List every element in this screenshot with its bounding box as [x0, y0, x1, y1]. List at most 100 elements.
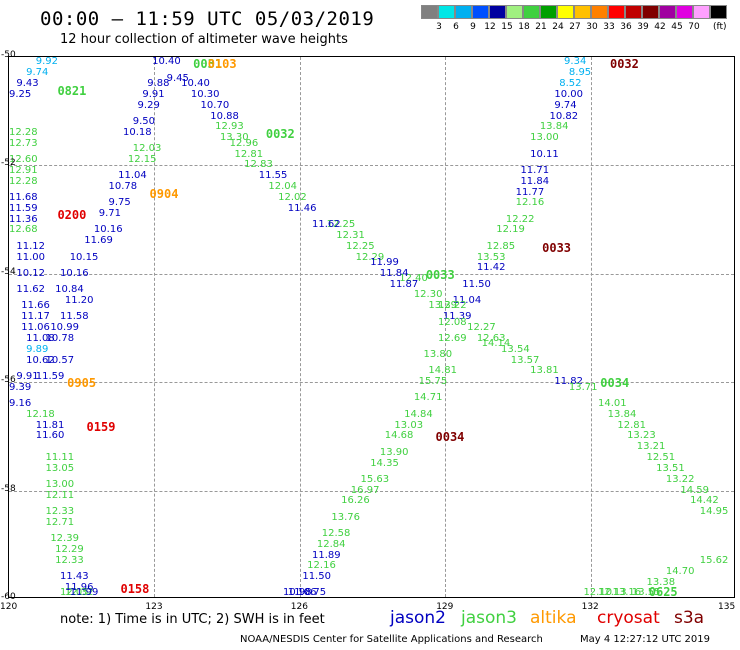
wave-height-value: 10.00: [554, 88, 583, 100]
wave-height-value: 9.75: [108, 197, 131, 209]
wave-height-value: 12.84: [316, 538, 346, 550]
wave-height-value: 11.04: [452, 294, 482, 306]
wave-height-value: 12.68: [9, 224, 38, 236]
colorbar-swatch: [625, 5, 642, 19]
wave-height-value: 13.21: [636, 441, 666, 453]
colorbar-tick-label: 42: [654, 22, 666, 32]
wave-height-value: 12.33: [45, 506, 75, 518]
latitude-label: -52: [1, 158, 16, 169]
pass-time-label: 0904: [149, 186, 179, 201]
wave-height-value: 12.28: [9, 126, 38, 138]
wave-height-value: 12.93: [215, 121, 244, 133]
wave-height-value: 11.06: [21, 322, 50, 333]
colorbar-tick-label: 45: [671, 22, 683, 32]
wave-height-value: 12.31: [336, 229, 365, 241]
wave-height-value: 9.34: [564, 56, 587, 68]
wave-height-value: 10.11: [530, 148, 559, 160]
colorbar-tick-label: 33: [603, 22, 615, 32]
legend-altika: altika: [530, 608, 577, 628]
wave-height-value: 11.71: [520, 164, 550, 176]
wave-height-value: 12.40: [399, 273, 428, 285]
wave-height-value: 12.19: [496, 224, 525, 236]
wave-height-value: 12.73: [9, 137, 38, 149]
wave-height-value: 13.05: [45, 462, 75, 474]
colorbar-swatch: [659, 5, 676, 19]
wave-height-value: 10.12: [16, 267, 46, 279]
wave-height-value: 10.98: [282, 587, 312, 598]
wave-height-value: 11.50: [302, 571, 331, 583]
wave-height-value: 12.91: [9, 164, 38, 176]
colorbar-swatch: [693, 5, 710, 19]
wave-height-value: 11.00: [16, 251, 46, 263]
colorbar-swatch: [710, 5, 727, 19]
wave-height-value: 11.77: [515, 186, 545, 198]
wave-height-value: 11.59: [9, 202, 38, 214]
wave-height-value: 11.99: [370, 256, 399, 268]
wave-height-value: 11.68: [9, 191, 38, 203]
wave-height-value: 13.51: [656, 462, 685, 474]
wave-height-value: 12.85: [486, 240, 516, 252]
wave-height-value: 12.10: [583, 587, 613, 598]
wave-height-value: 10.70: [200, 99, 230, 111]
wave-height-value: 13.81: [530, 365, 559, 377]
colorbar-tick-label: 70: [688, 22, 700, 32]
wave-height-value: 12.27: [467, 322, 496, 333]
wave-height-value: 11.12: [16, 240, 46, 252]
colorbar-tick-label: 15: [501, 22, 513, 32]
wave-height-value: 11.89: [312, 549, 341, 561]
pass-time-label: 0905: [67, 376, 97, 391]
wave-height-value: 12.39: [50, 533, 79, 545]
longitude-label: 126: [290, 602, 308, 612]
wave-height-value: 10.78: [108, 181, 138, 193]
wave-height-value: 13.84: [539, 121, 569, 133]
legend-jason2: jason2: [390, 608, 446, 628]
wave-height-value: 8.52: [559, 78, 582, 90]
wave-height-value: 9.88: [147, 78, 170, 90]
wave-height-value: 10.57: [45, 354, 75, 366]
wave-height-value: 11.84: [379, 267, 409, 279]
wave-height-value: 13.76: [331, 511, 361, 523]
wave-height-value: 12.16: [307, 560, 336, 572]
colorbar-swatch: [489, 5, 506, 19]
wave-height-value: 11.17: [21, 311, 50, 323]
parallel-gridline: [9, 490, 734, 492]
wave-height-value: 9.43: [16, 78, 39, 90]
wave-height-value: 12.33: [55, 555, 84, 567]
wave-height-value: 11.46: [287, 202, 317, 214]
wave-height-value: 13.16: [612, 587, 642, 598]
wave-height-value: 14.42: [690, 495, 719, 507]
wave-height-value: 13.00: [530, 132, 559, 144]
wave-height-value: 12.03: [132, 143, 162, 155]
colorbar-tick-label: 3: [436, 22, 442, 32]
footer-credit: NOAA/NESDIS Center for Satellite Applica…: [240, 634, 543, 645]
wave-height-value: 10.18: [123, 126, 152, 138]
wave-height-value: 11.69: [84, 235, 113, 247]
colorbar-tick-label: 30: [586, 22, 598, 32]
wave-height-value: 16.97: [350, 484, 380, 496]
pass-time-label: 0200: [57, 208, 87, 223]
wave-height-value: 11.82: [554, 376, 583, 388]
wave-height-value: 10.99: [50, 322, 79, 333]
wave-height-value: 16.26: [341, 495, 370, 507]
wave-height-value: 11.99: [69, 587, 99, 598]
legend-s3a: s3a: [674, 608, 705, 628]
wave-height-value: 12.04: [268, 181, 298, 193]
wave-height-value: 11.96: [64, 582, 94, 594]
wave-height-value: 9.91: [16, 370, 39, 382]
wave-height-value: 12.28: [9, 175, 38, 187]
meridian-gridline: [590, 57, 592, 597]
wave-height-value: 10.40: [152, 56, 181, 68]
colorbar-tick-label: 12: [484, 22, 496, 32]
wave-height-value: 13.84: [607, 408, 637, 420]
pass-time-label: 0032: [265, 126, 295, 141]
wave-height-value: 9.74: [26, 67, 49, 79]
map-frame: 9.92 9.74 9.43 9.25 12.28 12.73 12.60 12.91 12.2…: [8, 56, 735, 598]
wave-height-value: 12.16: [515, 197, 545, 209]
wave-height-value: 10.82: [549, 110, 579, 122]
pass-time-label: 0159: [86, 419, 116, 434]
wave-height-value: 11.87: [389, 278, 419, 290]
wave-height-value: 11.39: [442, 311, 472, 323]
wave-height-value: 11.59: [35, 370, 65, 382]
wave-height-value: 9.39: [9, 381, 32, 393]
colorbar-swatch: [574, 5, 591, 19]
